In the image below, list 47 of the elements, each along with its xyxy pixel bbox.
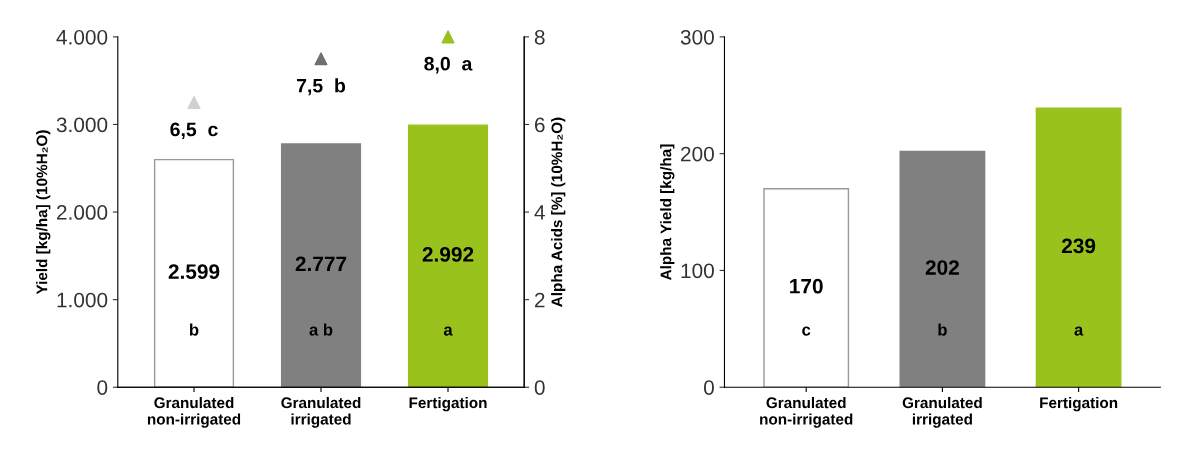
y-tick-label: 0 [703,380,714,395]
annotation: b [938,323,947,336]
x-tick-label: Granulated non-irrigated [147,396,241,428]
bar [1035,107,1122,388]
data-label: 6,5 c [170,122,218,140]
y-tick-label: 300 [680,29,714,45]
point [314,52,328,66]
y-axis-title: Alpha Yield [kg/ha] [660,144,675,281]
annotation: a [1074,326,1084,336]
bar [407,124,489,388]
annotation: a [443,326,453,336]
x-tick-label: Granulated non-irrigated [760,396,853,428]
y2-tick-label: 4 [534,205,545,220]
data-label: 2.777 [295,256,347,272]
data-label: 170 [790,278,823,294]
bar [763,188,850,388]
y-axis-title: Yield [kg/ha] (10%H₂O) [36,130,51,295]
annotation: a b [309,323,333,336]
x-tick-label: Granulated irrigated [281,396,361,428]
data-label: 239 [1061,238,1096,254]
data-label: 2.599 [168,264,220,280]
annotation: b [190,323,199,336]
y-tick-label: 200 [681,146,714,162]
data-label: 8,0 a [424,56,473,74]
bar [153,158,235,388]
y-tick-label: 2.000 [57,205,108,220]
bar [280,143,362,388]
y-tick-label: 100 [681,263,714,279]
y2-axis-title: Alpha Acids [%] (10%H₂O) [551,117,566,307]
y-tick-label: 1.000 [57,292,108,308]
y-tick-label: 4.000 [56,29,108,45]
data-label: 202 [925,260,959,275]
annotation: c [802,326,811,336]
y-tick-label: 3.000 [56,117,108,133]
x-tick-label: Fertigation [409,396,487,412]
point [441,30,455,44]
y2-tick-label: 6 [534,117,545,133]
y2-tick-label: 0 [534,380,545,395]
x-tick-label: Fertigation [1040,396,1118,412]
point [187,96,201,110]
data-label: 2.992 [422,247,474,262]
y2-tick-label: 2 [534,292,545,308]
x-tick-label: Granulated irrigated [902,396,982,428]
data-label: 7,5 b [296,78,346,96]
bar [899,150,986,388]
y-tick-label: 0 [97,380,108,395]
y2-tick-label: 8 [534,29,545,45]
